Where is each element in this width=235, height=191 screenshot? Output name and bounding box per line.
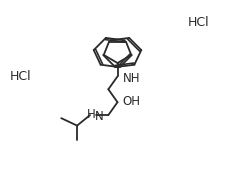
Text: HCl: HCl (188, 16, 210, 29)
Text: H: H (86, 108, 95, 121)
Text: OH: OH (122, 95, 140, 108)
Text: N: N (95, 109, 104, 123)
Text: NH: NH (123, 72, 140, 85)
Text: HCl: HCl (9, 70, 31, 83)
